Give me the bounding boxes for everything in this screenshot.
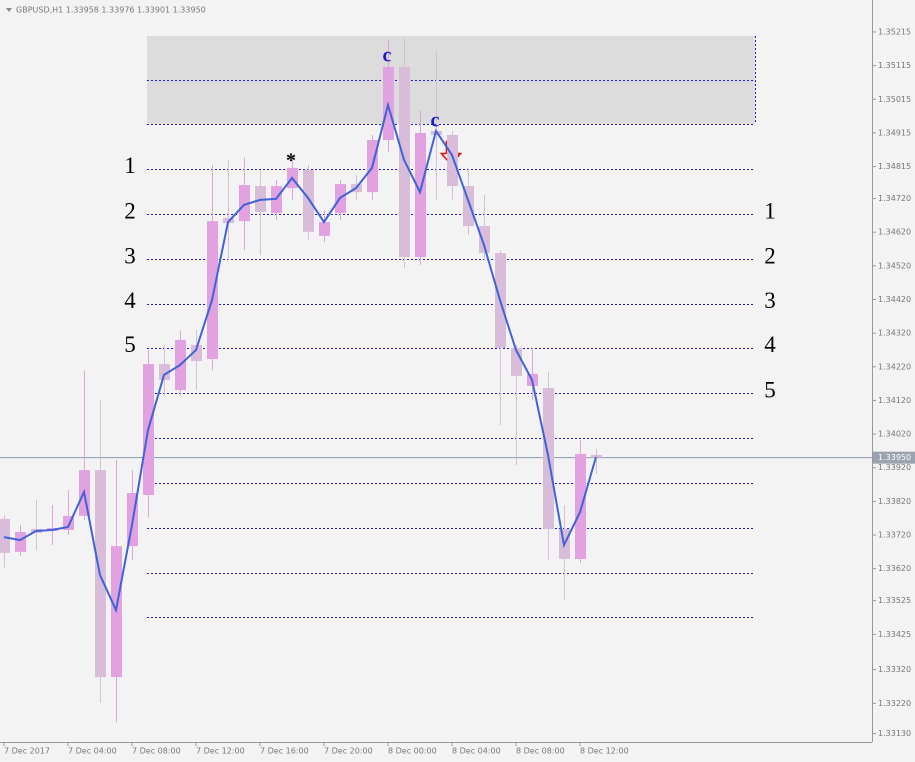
candle-body: [479, 226, 490, 254]
y-tick-label: 1.34420: [878, 295, 911, 304]
y-tick-label: 1.35115: [878, 61, 911, 70]
y-tick-label: 1.34520: [878, 261, 911, 270]
level-label: 1: [124, 153, 136, 178]
x-tick-label: 7 Dec 20:00: [324, 747, 373, 756]
candle-body: [63, 515, 74, 530]
y-tick-label: 1.35015: [878, 95, 911, 104]
y-tick-label: 1.34815: [878, 162, 911, 171]
y-tick-label: 1.33220: [878, 699, 911, 708]
candle-body: [15, 532, 26, 552]
chart-title: GBPUSD,H1 1.33958 1.33976 1.33901 1.3395…: [16, 6, 206, 15]
candle-body: [0, 518, 10, 553]
candle-body: [575, 453, 586, 559]
candle-body: [415, 132, 426, 258]
y-tick-label: 1.34720: [878, 194, 911, 203]
y-tick-label: 1.34020: [878, 430, 911, 439]
annotation: c: [431, 110, 440, 132]
candle-body: [159, 364, 170, 380]
candle-body: [303, 169, 314, 232]
x-tick-label: 7 Dec 04:00: [68, 747, 117, 756]
candle-body: [191, 344, 202, 362]
current-price-box: [873, 451, 915, 464]
level-label: 4: [764, 332, 776, 357]
y-tick-label: 1.34620: [878, 228, 911, 237]
level-label: 3: [764, 288, 776, 313]
y-tick-label: 1.33920: [878, 463, 911, 472]
x-tick-label: 7 Dec 2017: [4, 747, 50, 756]
annotation: c: [383, 45, 392, 67]
candle-body: [447, 134, 458, 187]
y-tick-label: 1.33720: [878, 531, 911, 540]
y-tick-label: 1.33820: [878, 497, 911, 506]
level-label: 5: [124, 332, 136, 357]
y-tick-label: 1.34320: [878, 329, 911, 338]
x-tick-label: 8 Dec 08:00: [516, 747, 565, 756]
level-label: 1: [764, 198, 776, 223]
y-tick-label: 1.33620: [878, 564, 911, 573]
candle-body: [591, 454, 602, 458]
y-tick-label: 1.34220: [878, 362, 911, 371]
candle-body: [207, 221, 218, 360]
x-tick-label: 7 Dec 08:00: [132, 747, 181, 756]
indicator-line: [3, 101, 597, 614]
level-label: 2: [124, 198, 136, 223]
level-label: 5: [764, 377, 776, 402]
x-tick-label: 8 Dec 00:00: [388, 747, 437, 756]
candle-body: [319, 222, 330, 236]
zone: [147, 36, 755, 124]
y-tick-label: 1.35215: [878, 27, 911, 36]
level-label: 3: [124, 243, 136, 268]
title-arrow: [6, 8, 12, 12]
y-tick-label: 1.33525: [878, 596, 911, 605]
y-tick-label: 1.33320: [878, 665, 911, 674]
x-tick-label: 7 Dec 12:00: [196, 747, 245, 756]
y-tick-label: 1.34915: [878, 128, 911, 137]
x-tick-label: 8 Dec 04:00: [452, 747, 501, 756]
x-tick-label: 7 Dec 16:00: [260, 747, 309, 756]
y-tick-label: 1.34120: [878, 396, 911, 405]
y-tick-label: 1.33130: [878, 729, 911, 738]
y-tick-label: 1.33425: [878, 630, 911, 639]
annotation: *: [286, 150, 296, 172]
candle-body: [239, 185, 250, 222]
current-price-label: 1.33950: [878, 453, 911, 462]
candle-body: [511, 347, 522, 376]
x-tick-label: 8 Dec 12:00: [580, 747, 629, 756]
candle-body: [463, 186, 474, 227]
level-label: 2: [764, 243, 776, 268]
level-label: 4: [124, 288, 136, 313]
